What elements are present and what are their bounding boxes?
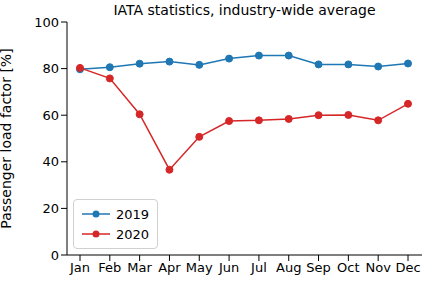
svg-text:Sep: Sep [306, 260, 331, 275]
svg-text:60: 60 [42, 108, 59, 123]
svg-text:Dec: Dec [395, 260, 420, 275]
svg-text:100: 100 [34, 15, 59, 30]
svg-text:Feb: Feb [98, 260, 121, 275]
svg-text:Oct: Oct [337, 260, 359, 275]
html-text:IATA statistics, industry-wide: IATA statistics, industry-wide average [113, 2, 376, 18]
svg-text:Apr: Apr [158, 260, 181, 275]
svg-text:Passenger load factor [%]: Passenger load factor [%] [8, 48, 14, 228]
svg-text:Jan: Jan [69, 260, 90, 275]
svg-text:Jul: Jul [250, 260, 267, 275]
svg-text:20: 20 [42, 201, 59, 216]
svg-text:Mar: Mar [127, 260, 152, 275]
svg-text:40: 40 [42, 154, 59, 169]
html-text:2020: 2020 [116, 226, 150, 242]
svg-text:Aug: Aug [276, 260, 301, 275]
svg-text:May: May [186, 260, 213, 275]
html-text:2019: 2019 [116, 206, 150, 222]
svg-text:Nov: Nov [365, 260, 391, 275]
svg-text:80: 80 [42, 61, 59, 76]
svg-text:0: 0 [51, 248, 59, 263]
svg-text:Jun: Jun [218, 260, 239, 275]
